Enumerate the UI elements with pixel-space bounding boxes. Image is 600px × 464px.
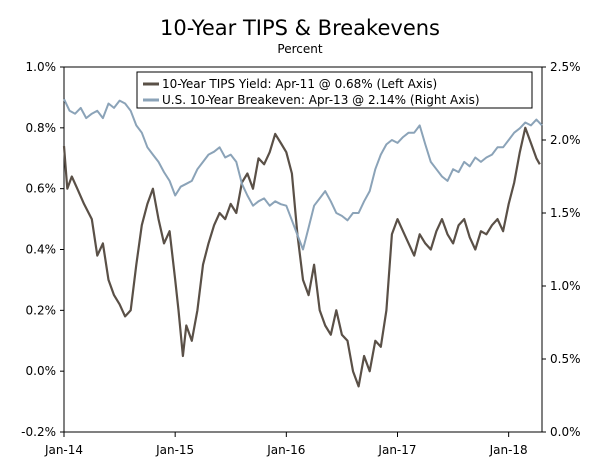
- right-axis-tick-label: 0.0%: [550, 425, 581, 439]
- series-line-breakeven: [63, 98, 543, 251]
- right-axis-tick-label: 2.0%: [550, 133, 581, 147]
- left-axis-tick-label: 0.0%: [26, 364, 57, 378]
- x-axis-tick-label: Jan-14: [44, 443, 83, 457]
- legend-label-breakeven: U.S. 10-Year Breakeven: Apr-13 @ 2.14% (…: [162, 93, 480, 107]
- left-axis-tick-label: 0.2%: [26, 303, 57, 317]
- left-axis-tick-label: 0.4%: [26, 243, 57, 257]
- legend-box: [136, 71, 533, 109]
- chart-title: 10-Year TIPS & Breakevens: [160, 16, 440, 40]
- x-axis-tick-label: Jan-15: [155, 443, 194, 457]
- chart-subtitle: Percent: [277, 42, 323, 56]
- x-axis-tick-label: Jan-18: [489, 443, 528, 457]
- right-axis-tick-label: 1.0%: [550, 279, 581, 293]
- right-axis-tick-label: 1.5%: [550, 206, 581, 220]
- x-axis-tick-label: Jan-16: [266, 443, 305, 457]
- series-line-tips-yield: [62, 126, 541, 388]
- right-axis-tick-label: 0.5%: [550, 352, 581, 366]
- legend-label-tips-yield: 10-Year TIPS Yield: Apr-11 @ 0.68% (Left…: [162, 77, 437, 91]
- left-axis-tick-label: 0.6%: [26, 182, 57, 196]
- left-axis-tick-label: 0.8%: [26, 121, 57, 135]
- right-axis-tick-label: 2.5%: [550, 60, 581, 74]
- left-axis-tick-label: -0.2%: [21, 425, 56, 439]
- left-axis-tick-label: 1.0%: [26, 60, 57, 74]
- x-axis-tick-label: Jan-17: [377, 443, 416, 457]
